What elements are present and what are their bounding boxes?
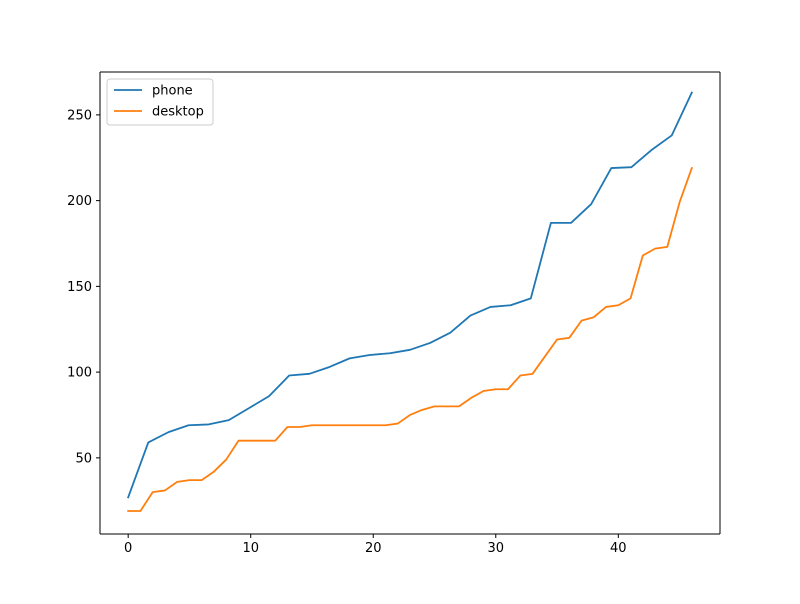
- y-axis: 50 100 150 200 250: [67, 108, 100, 466]
- legend: phone desktop: [106, 78, 214, 126]
- legend-label-phone: phone: [152, 84, 193, 99]
- plot-area: [100, 72, 720, 534]
- y-tick-label: 250: [67, 108, 92, 123]
- x-axis: 0 10 20 30 40: [124, 534, 627, 556]
- series-line-phone: [127, 91, 694, 499]
- x-tick-label: 40: [610, 541, 627, 556]
- plot-frame: [100, 72, 720, 534]
- axes: 0 10 20 30 40 50 100 150 200 250: [67, 71, 721, 556]
- x-tick-label: 0: [124, 541, 132, 556]
- x-tick-label: 10: [242, 541, 259, 556]
- series-layer: [127, 91, 694, 512]
- y-tick-label: 100: [67, 366, 92, 381]
- x-tick-label: 20: [365, 541, 382, 556]
- legend-label-desktop: desktop: [152, 105, 204, 120]
- y-tick-label: 200: [67, 194, 92, 209]
- x-tick-label: 30: [487, 541, 504, 556]
- y-tick-label: 150: [67, 280, 92, 295]
- y-tick-label: 50: [75, 451, 92, 466]
- series-line-desktop: [127, 166, 693, 512]
